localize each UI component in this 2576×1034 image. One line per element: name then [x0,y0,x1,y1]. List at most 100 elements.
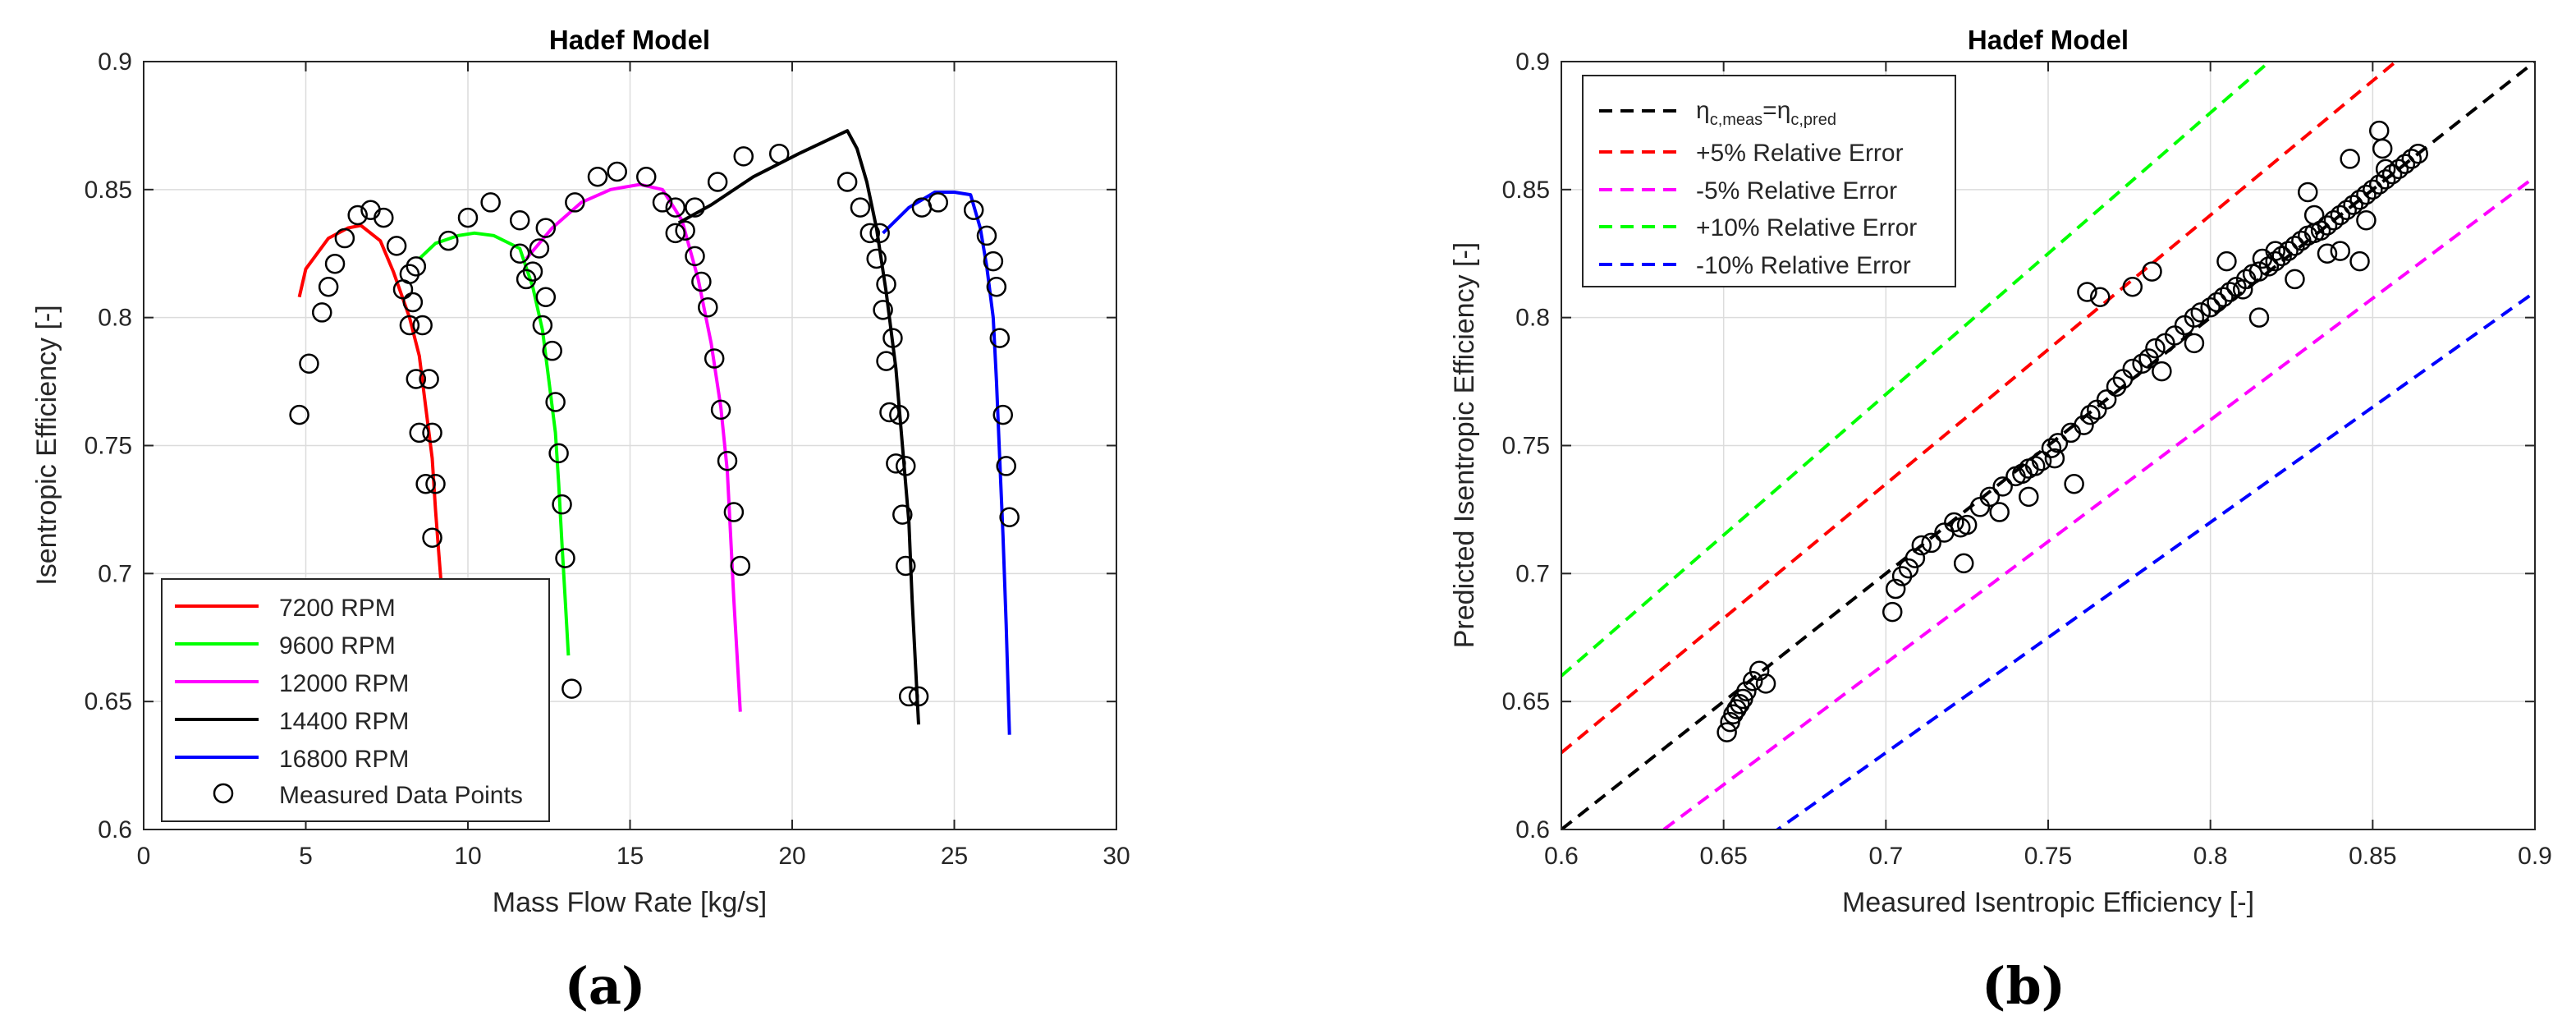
scatter-point [2381,163,2403,185]
chart-panel-a: Hadef Model 0 5 10 15 20 25 30 0.6 0.65 0.7 0.75 0.… [31,25,1130,1016]
measured-point [374,207,394,228]
chart-a-xtick-label: 10 [454,843,481,870]
measured-point [866,248,887,269]
measured-point [733,146,754,167]
reference-line-3 [1561,62,2272,678]
legend-label-minus10: -10% Relative Error [1696,252,1911,279]
measured-point [412,315,433,336]
chart-b-xtick-label: 0.85 [2349,843,2396,870]
scatter-point [2142,261,2162,282]
measured-point [289,404,309,425]
legend-label-plus10: +10% Relative Error [1696,214,1917,241]
chart-a-legend: 7200 RPM 9600 RPM 12000 RPM 14400 RPM 16… [161,578,550,822]
scatter-point [1989,502,2010,522]
chart-a-ytick-label: 0.9 [98,48,132,76]
measured-point [457,207,479,228]
eta-symbol: η [1696,97,1710,124]
scatter-point [2138,348,2159,369]
scatter-point [1944,512,1964,533]
scatter-point [1755,673,1776,694]
measured-point [879,402,900,423]
scatter-point [2271,246,2292,267]
legend-marker-measured [213,783,234,804]
measured-point [422,422,442,443]
chart-a-ytick-label: 0.85 [85,177,132,204]
measured-point [665,223,686,244]
chart-b-legend: ηc,meas=ηc,pred +5% Relative Error -5% R… [1582,75,1956,287]
measured-point [324,253,346,274]
chart-b-xtick-label: 0.9 [2518,843,2552,870]
measured-point [402,292,424,313]
scatter-point [1956,514,1978,535]
chart-b-ytick-label: 0.65 [1502,688,1550,715]
scatter-point [1953,553,1974,574]
scatter-point [2152,361,2172,382]
legend-label-identity: ηc,meas=ηc,pred [1696,97,1836,129]
measured-point [334,227,355,249]
chart-b-xtick-label: 0.75 [2024,843,2072,870]
chart-a-xtick-label: 30 [1102,843,1130,870]
equals-sign: = [1762,97,1777,124]
measured-point [561,678,582,699]
measured-point [859,223,881,244]
measured-point [685,197,705,218]
measured-point [406,256,427,277]
scatter-point [2213,287,2234,307]
chart-b-ticks: 0.6 0.65 0.7 0.75 0.8 0.85 0.9 0.6 0.65 0.7 0.75 0.… [1502,48,2552,870]
chart-b-ylabel: Predicted Isentropic Efficiency [-] [1449,242,1480,648]
measured-point [438,230,459,251]
legend-label-plus5: +5% Relative Error [1696,140,1904,167]
legend-label-16800: 16800 RPM [279,746,409,773]
chart-b-ytick-label: 0.75 [1502,433,1550,460]
chart-a-ticks: 0 5 10 15 20 25 30 0.6 0.65 0.7 0.75 0.8 0.85 0.9 [85,48,1130,870]
measured-point [406,369,427,389]
scatter-point [1911,535,1932,556]
chart-a-xtick-label: 0 [137,843,151,870]
scatter-point [2356,184,2377,205]
measured-point [986,277,1007,297]
measured-point [896,456,916,476]
scatter-point [2184,333,2205,354]
measured-point [522,261,543,282]
scatter-point [2372,138,2393,159]
scatter-point [2080,404,2101,425]
measured-point [587,167,608,187]
chart-a-xtick-label: 5 [299,843,313,870]
scatter-point [2298,182,2318,203]
measured-point [704,348,725,369]
legend-label-9600: 9600 RPM [279,632,396,659]
measured-point [532,315,553,336]
scatter-point [2375,159,2396,180]
measured-point [312,302,332,323]
measured-point [983,250,1004,272]
chart-a-ylabel: Isentropic Efficiency [-] [31,305,62,585]
chart-b-ytick-label: 0.7 [1515,560,1550,587]
scatter-point [2200,296,2221,318]
scatter-point [2330,241,2351,261]
scatter-point [1885,578,1906,600]
chart-b-ytick-label: 0.85 [1502,177,1550,204]
scatter-point [2388,159,2409,180]
scatter-point [2019,486,2039,508]
chart-a-xtick-label: 15 [616,843,644,870]
measured-point [999,507,1020,528]
scatter-point [2343,195,2363,215]
scatter-point [2122,358,2143,379]
scatter-point [2090,287,2111,307]
measured-point [535,218,557,238]
measured-point [908,686,929,707]
scatter-point [2041,438,2062,458]
scatter-point [2232,279,2253,300]
measured-point [299,353,319,375]
measured-point [989,328,1011,348]
series-line-14400-rpm [677,129,920,725]
scatter-point [1730,694,1750,715]
scatter-point [2317,215,2338,236]
scatter-point [2044,448,2065,469]
measured-point [996,456,1016,476]
measured-point [768,143,790,164]
scatter-point [2024,456,2046,476]
measured-point [415,474,436,494]
measured-point [542,340,562,361]
